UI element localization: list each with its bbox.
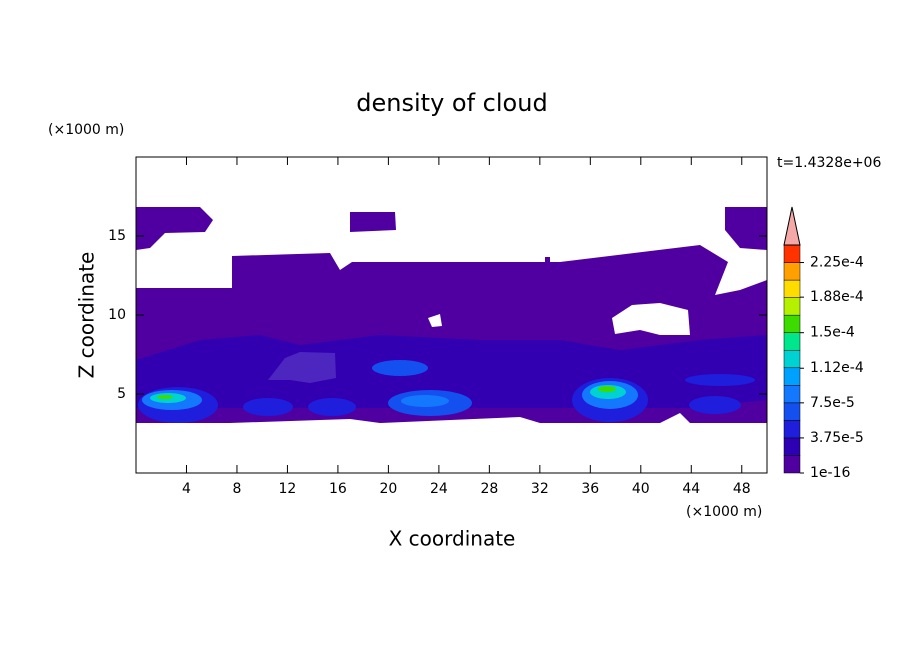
colorbar-box: [783, 420, 801, 439]
contour-region: [545, 257, 550, 262]
colorbar-tick-label: 3.75e-5: [810, 430, 864, 446]
colorbar-extend: [783, 206, 801, 246]
colorbar-box: [783, 262, 801, 281]
x-tick-label: 4: [182, 481, 191, 497]
chart-title: density of cloud: [356, 89, 547, 117]
contour-region: [598, 386, 616, 392]
x-tick-label: 16: [329, 481, 347, 497]
colorbar-box: [783, 332, 801, 351]
colorbar-tick-label: 2.25e-4: [810, 255, 864, 271]
colorbar-tick-label: 1.12e-4: [810, 360, 864, 376]
colorbar-tick-label: 1.88e-4: [810, 289, 864, 305]
contour-region: [689, 396, 741, 414]
annotation: t=1.4328e+06: [777, 155, 881, 171]
contour-field: [136, 207, 767, 423]
contour-region: [372, 360, 428, 376]
colorbar-tick-label: 1e-16: [810, 465, 850, 481]
colorbar-box: [783, 349, 801, 369]
colorbar-box: [783, 314, 801, 333]
x-tick-label: 32: [531, 481, 549, 497]
colorbar-box: [783, 402, 801, 421]
y-tick-label: 10: [108, 307, 126, 323]
y-unit: (×1000 m): [48, 122, 124, 138]
contour-region: [725, 207, 767, 250]
contour-region: [308, 398, 356, 416]
y-tick-label: 15: [108, 228, 126, 244]
x-tick-label: 44: [682, 481, 700, 497]
x-axis-label: X coordinate: [389, 527, 516, 551]
x-tick-label: 12: [279, 481, 297, 497]
contour-region: [685, 374, 755, 386]
contour-region: [350, 212, 396, 232]
x-tick-label: 8: [232, 481, 241, 497]
colorbar-box: [783, 297, 801, 316]
x-tick-label: 28: [480, 481, 498, 497]
colorbar-box: [783, 437, 801, 456]
x-tick-label: 40: [632, 481, 650, 497]
x-tick-label: 20: [379, 481, 397, 497]
x-tick-label: 36: [581, 481, 599, 497]
colorbar-box: [783, 279, 801, 298]
contour-region: [243, 398, 293, 416]
contour-region: [612, 303, 690, 335]
y-tick-label: 5: [117, 386, 126, 402]
colorbar-box: [783, 244, 801, 263]
contour-region: [428, 314, 442, 327]
x-tick-label: 24: [430, 481, 448, 497]
colorbar-box: [783, 367, 801, 386]
colorbar-tick-label: 7.5e-5: [810, 395, 855, 411]
colorbar-box: [783, 455, 801, 474]
contour-region: [401, 395, 449, 407]
x-tick-label: 48: [733, 481, 751, 497]
colorbar-box: [783, 385, 801, 404]
x-unit: (×1000 m): [686, 504, 762, 520]
contour-region: [157, 395, 173, 399]
y-axis-label: Z coordinate: [75, 252, 99, 379]
colorbar-tick-label: 1.5e-4: [810, 325, 855, 341]
contour-region: [136, 207, 213, 250]
